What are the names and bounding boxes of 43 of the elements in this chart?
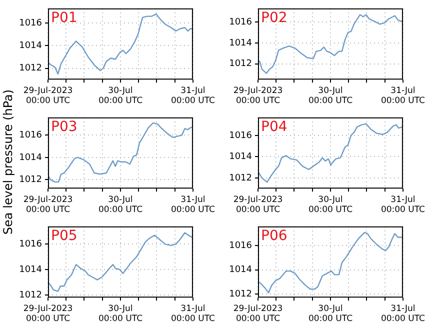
- y-tick-label: 1016: [19, 130, 42, 141]
- x-tick-label: 30-Jul 00:00 UTC: [98, 86, 143, 106]
- y-tick-label: 1014: [19, 264, 42, 275]
- chart-title: P02: [261, 10, 288, 26]
- y-tick-label: 1014: [19, 41, 42, 52]
- x-tick-label: 29-Jul-2023 00:00 UTC: [23, 194, 73, 216]
- y-tick-label: 1016: [229, 130, 252, 141]
- y-tick-label: 1014: [19, 152, 42, 163]
- x-tick-label: 29-Jul-2023 00:00 UTC: [23, 86, 73, 106]
- y-tick-label: 1014: [229, 265, 252, 276]
- chart-title: P03: [51, 119, 78, 136]
- chart-title: P01: [51, 10, 78, 26]
- y-tick-label: 1016: [229, 17, 252, 28]
- chart-title: P06: [261, 228, 288, 244]
- y-tick-label: 1012: [229, 59, 252, 70]
- chart-title: P04: [261, 119, 288, 136]
- x-tick-label: 30-Jul 00:00 UTC: [308, 194, 353, 216]
- x-tick-label: 31-Jul 00:00 UTC: [380, 304, 426, 324]
- y-tick-label: 1012: [19, 290, 42, 300]
- x-tick-label: 31-Jul 00:00 UTC: [170, 194, 216, 216]
- x-tick-label: 29-Jul-2023 00:00 UTC: [233, 194, 283, 216]
- y-tick-label: 1016: [19, 18, 42, 28]
- y-tick-label: 1016: [229, 241, 252, 252]
- x-tick-label: 30-Jul 00:00 UTC: [308, 304, 353, 324]
- y-axis-title: Sea level pressure (hPa): [1, 88, 15, 237]
- y-tick-label: 1012: [19, 64, 42, 74]
- x-tick-label: 29-Jul-2023 00:00 UTC: [23, 304, 73, 324]
- x-tick-label: 30-Jul 00:00 UTC: [308, 86, 353, 106]
- y-tick-label: 1012: [19, 175, 42, 186]
- x-tick-label: 29-Jul-2023 00:00 UTC: [233, 86, 283, 106]
- x-tick-label: 30-Jul 00:00 UTC: [98, 194, 143, 216]
- y-tick-label: 1012: [229, 289, 252, 300]
- y-tick-label: 1014: [229, 152, 252, 162]
- x-tick-label: 31-Jul 00:00 UTC: [380, 86, 426, 106]
- x-tick-label: 31-Jul 00:00 UTC: [380, 194, 426, 216]
- x-tick-label: 29-Jul-2023 00:00 UTC: [233, 304, 283, 324]
- y-tick-label: 1014: [229, 38, 252, 48]
- y-tick-label: 1012: [229, 173, 252, 184]
- chart-title: P05: [51, 228, 78, 244]
- x-tick-label: 31-Jul 00:00 UTC: [170, 304, 216, 324]
- x-tick-label: 30-Jul 00:00 UTC: [98, 304, 143, 324]
- x-tick-label: 31-Jul 00:00 UTC: [170, 86, 216, 106]
- y-tick-label: 1016: [19, 240, 42, 250]
